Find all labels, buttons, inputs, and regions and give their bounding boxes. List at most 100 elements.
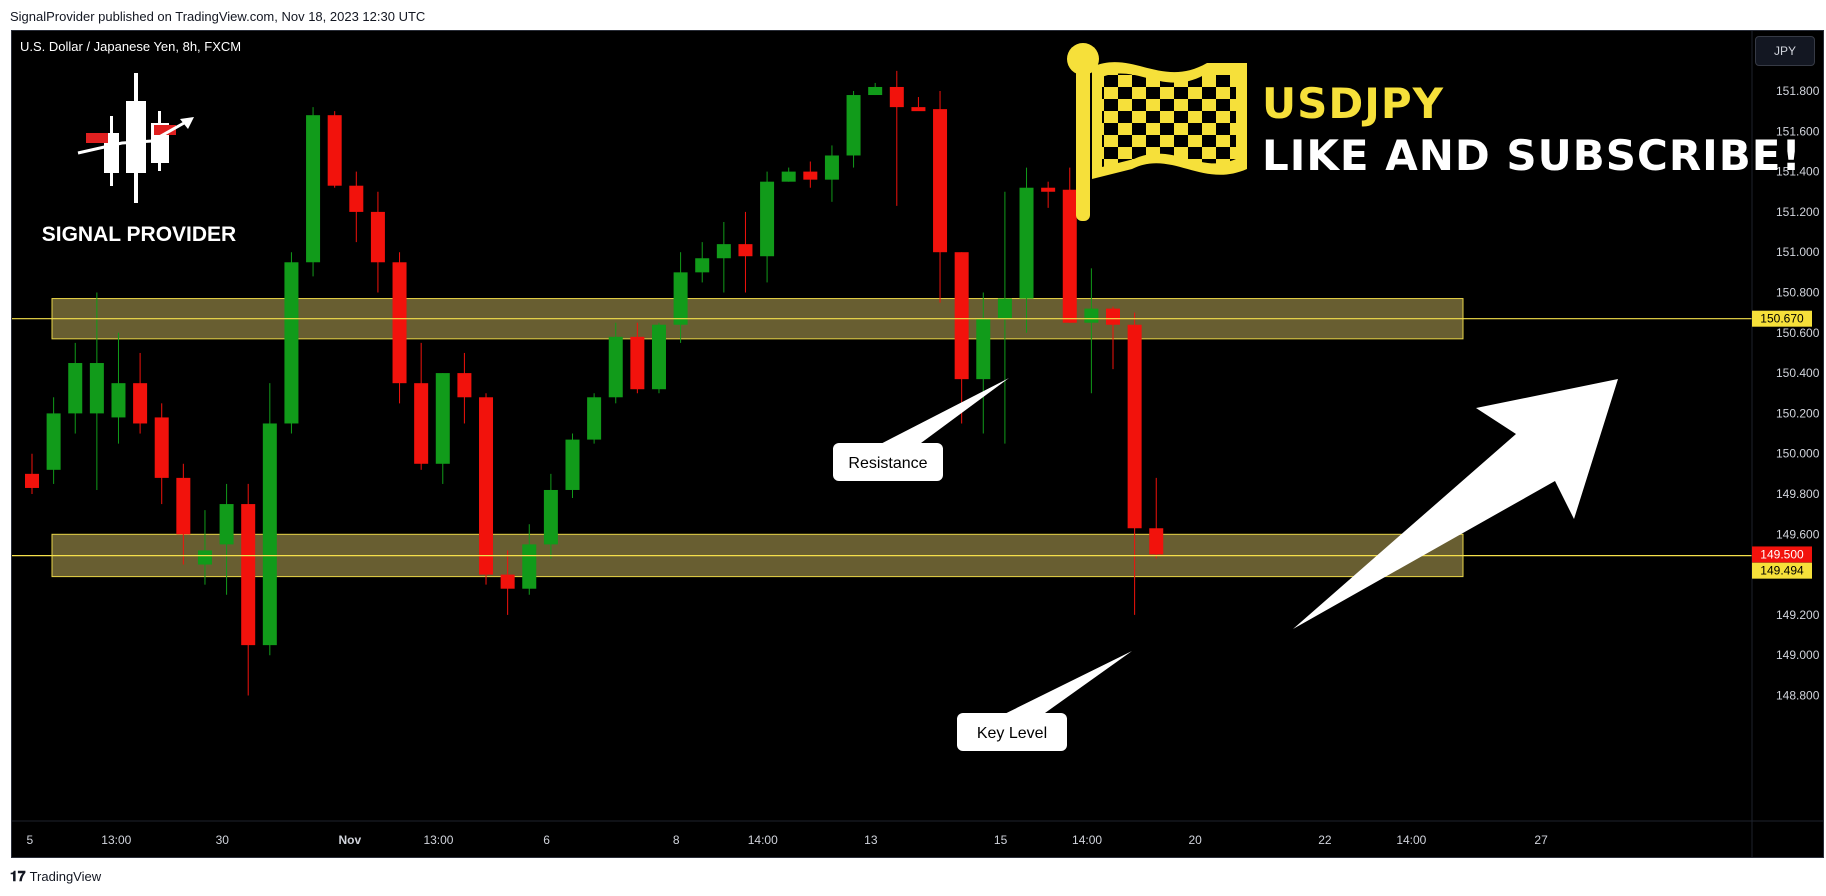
candle-body	[803, 171, 818, 180]
candle-body	[1127, 324, 1142, 529]
candle-body	[824, 155, 839, 180]
candle-body	[673, 272, 688, 325]
candle-body	[565, 439, 580, 490]
time-tick-label: 27	[1534, 833, 1548, 847]
candle-body	[1106, 308, 1120, 325]
candle-body	[716, 244, 731, 259]
price-tick-label: 151.400	[1776, 165, 1820, 179]
candle-body	[306, 115, 321, 263]
candle-body	[976, 318, 991, 380]
signal-provider-logo: SIGNAL PROVIDER	[34, 61, 244, 251]
up-arrow	[1293, 379, 1618, 629]
resistance-callout-label: Resistance	[848, 455, 927, 472]
price-tick-label: 149.000	[1776, 648, 1820, 662]
price-tick-label: 150.800	[1776, 286, 1820, 300]
time-tick-label: 13	[864, 833, 878, 847]
candle-body	[1062, 189, 1077, 323]
logo-text: SIGNAL PROVIDER	[41, 223, 237, 246]
time-tick-label: 30	[216, 833, 230, 847]
candle-body	[868, 86, 883, 96]
time-tick-label: 8	[673, 833, 680, 847]
candle-body	[630, 336, 645, 390]
candle-body	[1084, 308, 1099, 323]
time-tick-label: 14:00	[1396, 833, 1426, 847]
tradingview-logo-icon: 𝟏𝟕	[10, 868, 26, 884]
price-tick-label: 149.600	[1776, 527, 1820, 541]
time-tick-label: 20	[1188, 833, 1202, 847]
resistance-callout-pointer	[882, 378, 1009, 443]
price-tag-label: 149.500	[1760, 547, 1804, 561]
published-line: SignalProvider published on TradingView.…	[10, 9, 426, 24]
candle-body	[457, 373, 472, 398]
candle-body	[522, 544, 537, 589]
tradingview-footer[interactable]: 𝟏𝟕 TradingView	[10, 866, 101, 886]
chart-area[interactable]: 151.800 151.600 151.400 151.200 151.000 150.8…	[11, 30, 1824, 858]
candle-body	[349, 185, 364, 212]
price-tick-label: 150.000	[1776, 447, 1820, 461]
price-tick-label: 150.600	[1776, 326, 1820, 340]
candle-body	[1041, 187, 1056, 192]
candle-body	[911, 107, 926, 112]
candles-logo-icon	[77, 73, 194, 203]
resistance-callout-box	[833, 443, 943, 481]
candle-body	[846, 95, 861, 156]
candle-body	[111, 383, 126, 418]
price-tag	[1752, 562, 1812, 579]
candle-body	[327, 115, 342, 186]
candle-body	[89, 363, 104, 414]
candle-body	[760, 181, 775, 257]
key-level-callout-pointer	[1006, 651, 1132, 713]
candle-body	[695, 258, 710, 273]
candle-body	[435, 373, 450, 464]
candle-body	[587, 397, 602, 440]
time-tick-label: Nov	[338, 833, 361, 847]
candle-body	[392, 262, 407, 384]
candle-body	[608, 336, 623, 398]
candlestick-chart[interactable]: 151.800 151.600 151.400 151.200 151.000 150.8…	[12, 31, 1823, 857]
candle-body	[1149, 528, 1164, 555]
price-tick-label: 151.200	[1776, 205, 1820, 219]
candle-body	[1019, 187, 1034, 299]
key-level-callout-box	[957, 713, 1067, 751]
candle-body	[46, 413, 61, 470]
price-tick-label: 150.200	[1776, 406, 1820, 420]
candle-body	[933, 109, 948, 253]
time-tick-label: 14:00	[748, 833, 778, 847]
candle-body	[262, 423, 277, 646]
key-level-callout-label: Key Level	[977, 725, 1047, 742]
time-tick-label: 14:00	[1072, 833, 1102, 847]
currency-button[interactable]: JPY	[1755, 36, 1815, 66]
price-tick-label: 149.200	[1776, 608, 1820, 622]
symbol-title[interactable]: U.S. Dollar / Japanese Yen, 8h, FXCM	[20, 39, 242, 54]
candle-body	[219, 504, 234, 545]
candle-body	[370, 211, 385, 263]
candle-body	[500, 574, 515, 589]
price-tick-label: 149.800	[1776, 487, 1820, 501]
candle-body	[154, 417, 169, 478]
banner-title: USDJPY	[1262, 79, 1445, 128]
candle-body	[414, 383, 429, 464]
candle-body	[197, 550, 212, 565]
tradingview-label: TradingView	[29, 869, 102, 884]
candle-body	[954, 252, 969, 380]
price-tag	[1752, 546, 1812, 563]
price-tick-label: 148.800	[1776, 689, 1820, 703]
candle-body	[133, 383, 148, 424]
candle-body	[738, 244, 753, 257]
candle-body	[68, 363, 83, 414]
candle-body	[284, 262, 299, 424]
time-tick-label: 6	[543, 833, 550, 847]
price-tick-label: 151.600	[1776, 124, 1820, 138]
candle-body	[781, 171, 796, 182]
price-tag-label: 150.670	[1760, 312, 1804, 326]
candle-body	[997, 298, 1012, 319]
candle-body	[25, 473, 39, 488]
price-tag-label: 149.494	[1760, 564, 1804, 578]
candle-body	[889, 86, 904, 108]
price-tick-label: 151.800	[1776, 84, 1820, 98]
candle-body	[479, 397, 494, 575]
price-tag	[1752, 310, 1812, 327]
candle-body	[241, 504, 256, 646]
candle-body	[651, 324, 666, 390]
time-tick-label: 15	[994, 833, 1008, 847]
